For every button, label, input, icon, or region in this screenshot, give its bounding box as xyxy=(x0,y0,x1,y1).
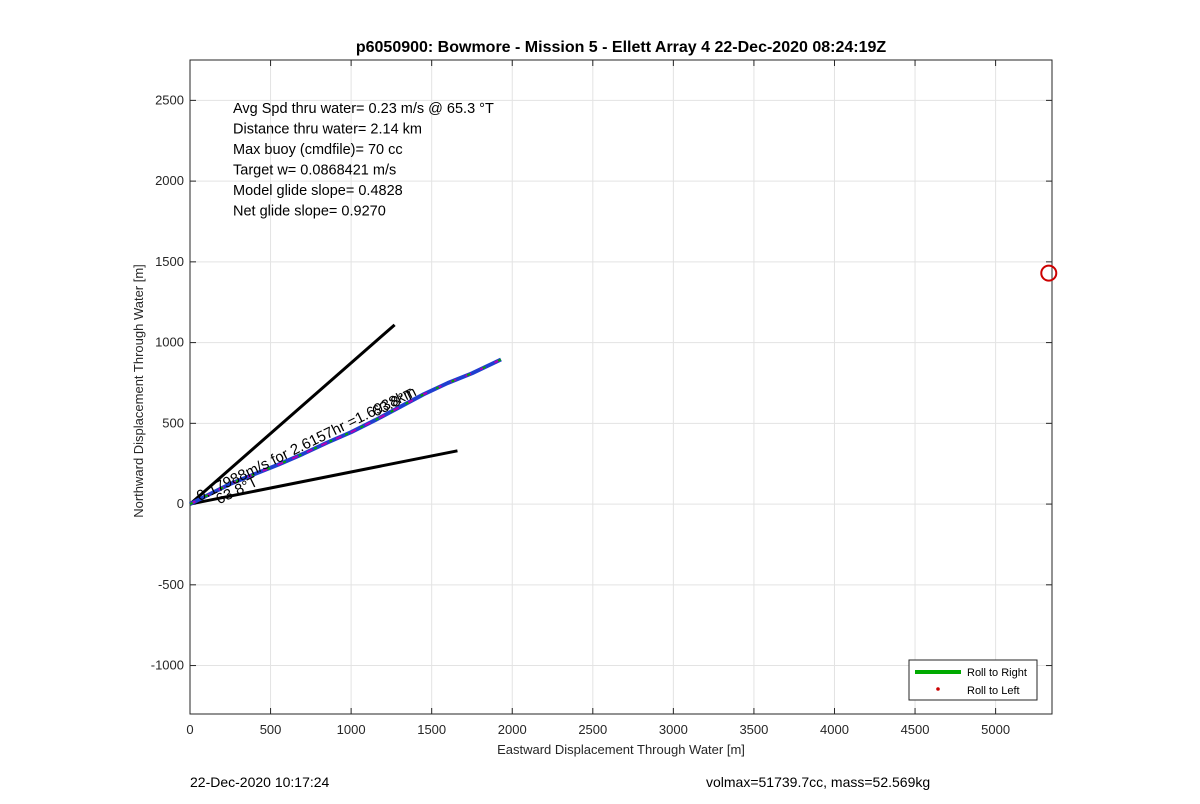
y-tick-label: -500 xyxy=(158,577,184,592)
y-tick-label: 2000 xyxy=(155,173,184,188)
footer-timestamp: 22-Dec-2020 10:17:24 xyxy=(190,774,330,790)
x-tick-label: 3500 xyxy=(739,722,768,737)
y-tick-label: 1500 xyxy=(155,254,184,269)
axes-box xyxy=(189,59,1053,715)
target-marker xyxy=(1040,264,1058,282)
y-axis-label: Northward Displacement Through Water [m] xyxy=(131,264,146,518)
chart-title: p6050900: Bowmore - Mission 5 - Ellett A… xyxy=(356,39,887,56)
info-line: Target w= 0.0868421 m/s xyxy=(233,163,396,179)
legend-label-roll-right: Roll to Right xyxy=(967,667,1027,679)
x-tick-label: 1000 xyxy=(337,722,366,737)
x-tick-label: 4500 xyxy=(901,722,930,737)
info-line: Model glide slope= 0.4828 xyxy=(233,183,403,199)
x-tick-label: 500 xyxy=(260,722,282,737)
legend-swatch-roll-left xyxy=(936,687,940,691)
envelope-line xyxy=(189,449,458,506)
info-line: Distance thru water= 2.14 km xyxy=(233,122,422,138)
track-magenta-line xyxy=(189,358,502,505)
x-tick-label: 2500 xyxy=(578,722,607,737)
x-tick-label: 4000 xyxy=(820,722,849,737)
y-tick-label: 0 xyxy=(177,496,184,511)
y-tick-label: 1000 xyxy=(155,335,184,350)
x-tick-label: 5000 xyxy=(981,722,1010,737)
footer-volmax-mass: volmax=51739.7cc, mass=52.569kg xyxy=(706,774,931,790)
legend-label-roll-left: Roll to Left xyxy=(967,685,1020,697)
plot-area xyxy=(190,60,1052,714)
envelope-line xyxy=(189,323,396,506)
x-axis-label: Eastward Displacement Through Water [m] xyxy=(497,742,745,757)
info-line: Avg Spd thru water= 0.23 m/s @ 65.3 °T xyxy=(233,101,494,117)
y-tick-label: -1000 xyxy=(151,658,184,673)
x-tick-label: 3000 xyxy=(659,722,688,737)
x-tick-label: 2000 xyxy=(498,722,527,737)
x-tick-label: 0 xyxy=(186,722,193,737)
x-tick-label: 1500 xyxy=(417,722,446,737)
y-tick-label: 500 xyxy=(162,415,184,430)
info-line: Max buoy (cmdfile)= 70 cc xyxy=(233,142,403,158)
info-line: Net glide slope= 0.9270 xyxy=(233,204,386,220)
y-tick-label: 2500 xyxy=(155,92,184,107)
legend-box xyxy=(908,659,1038,701)
